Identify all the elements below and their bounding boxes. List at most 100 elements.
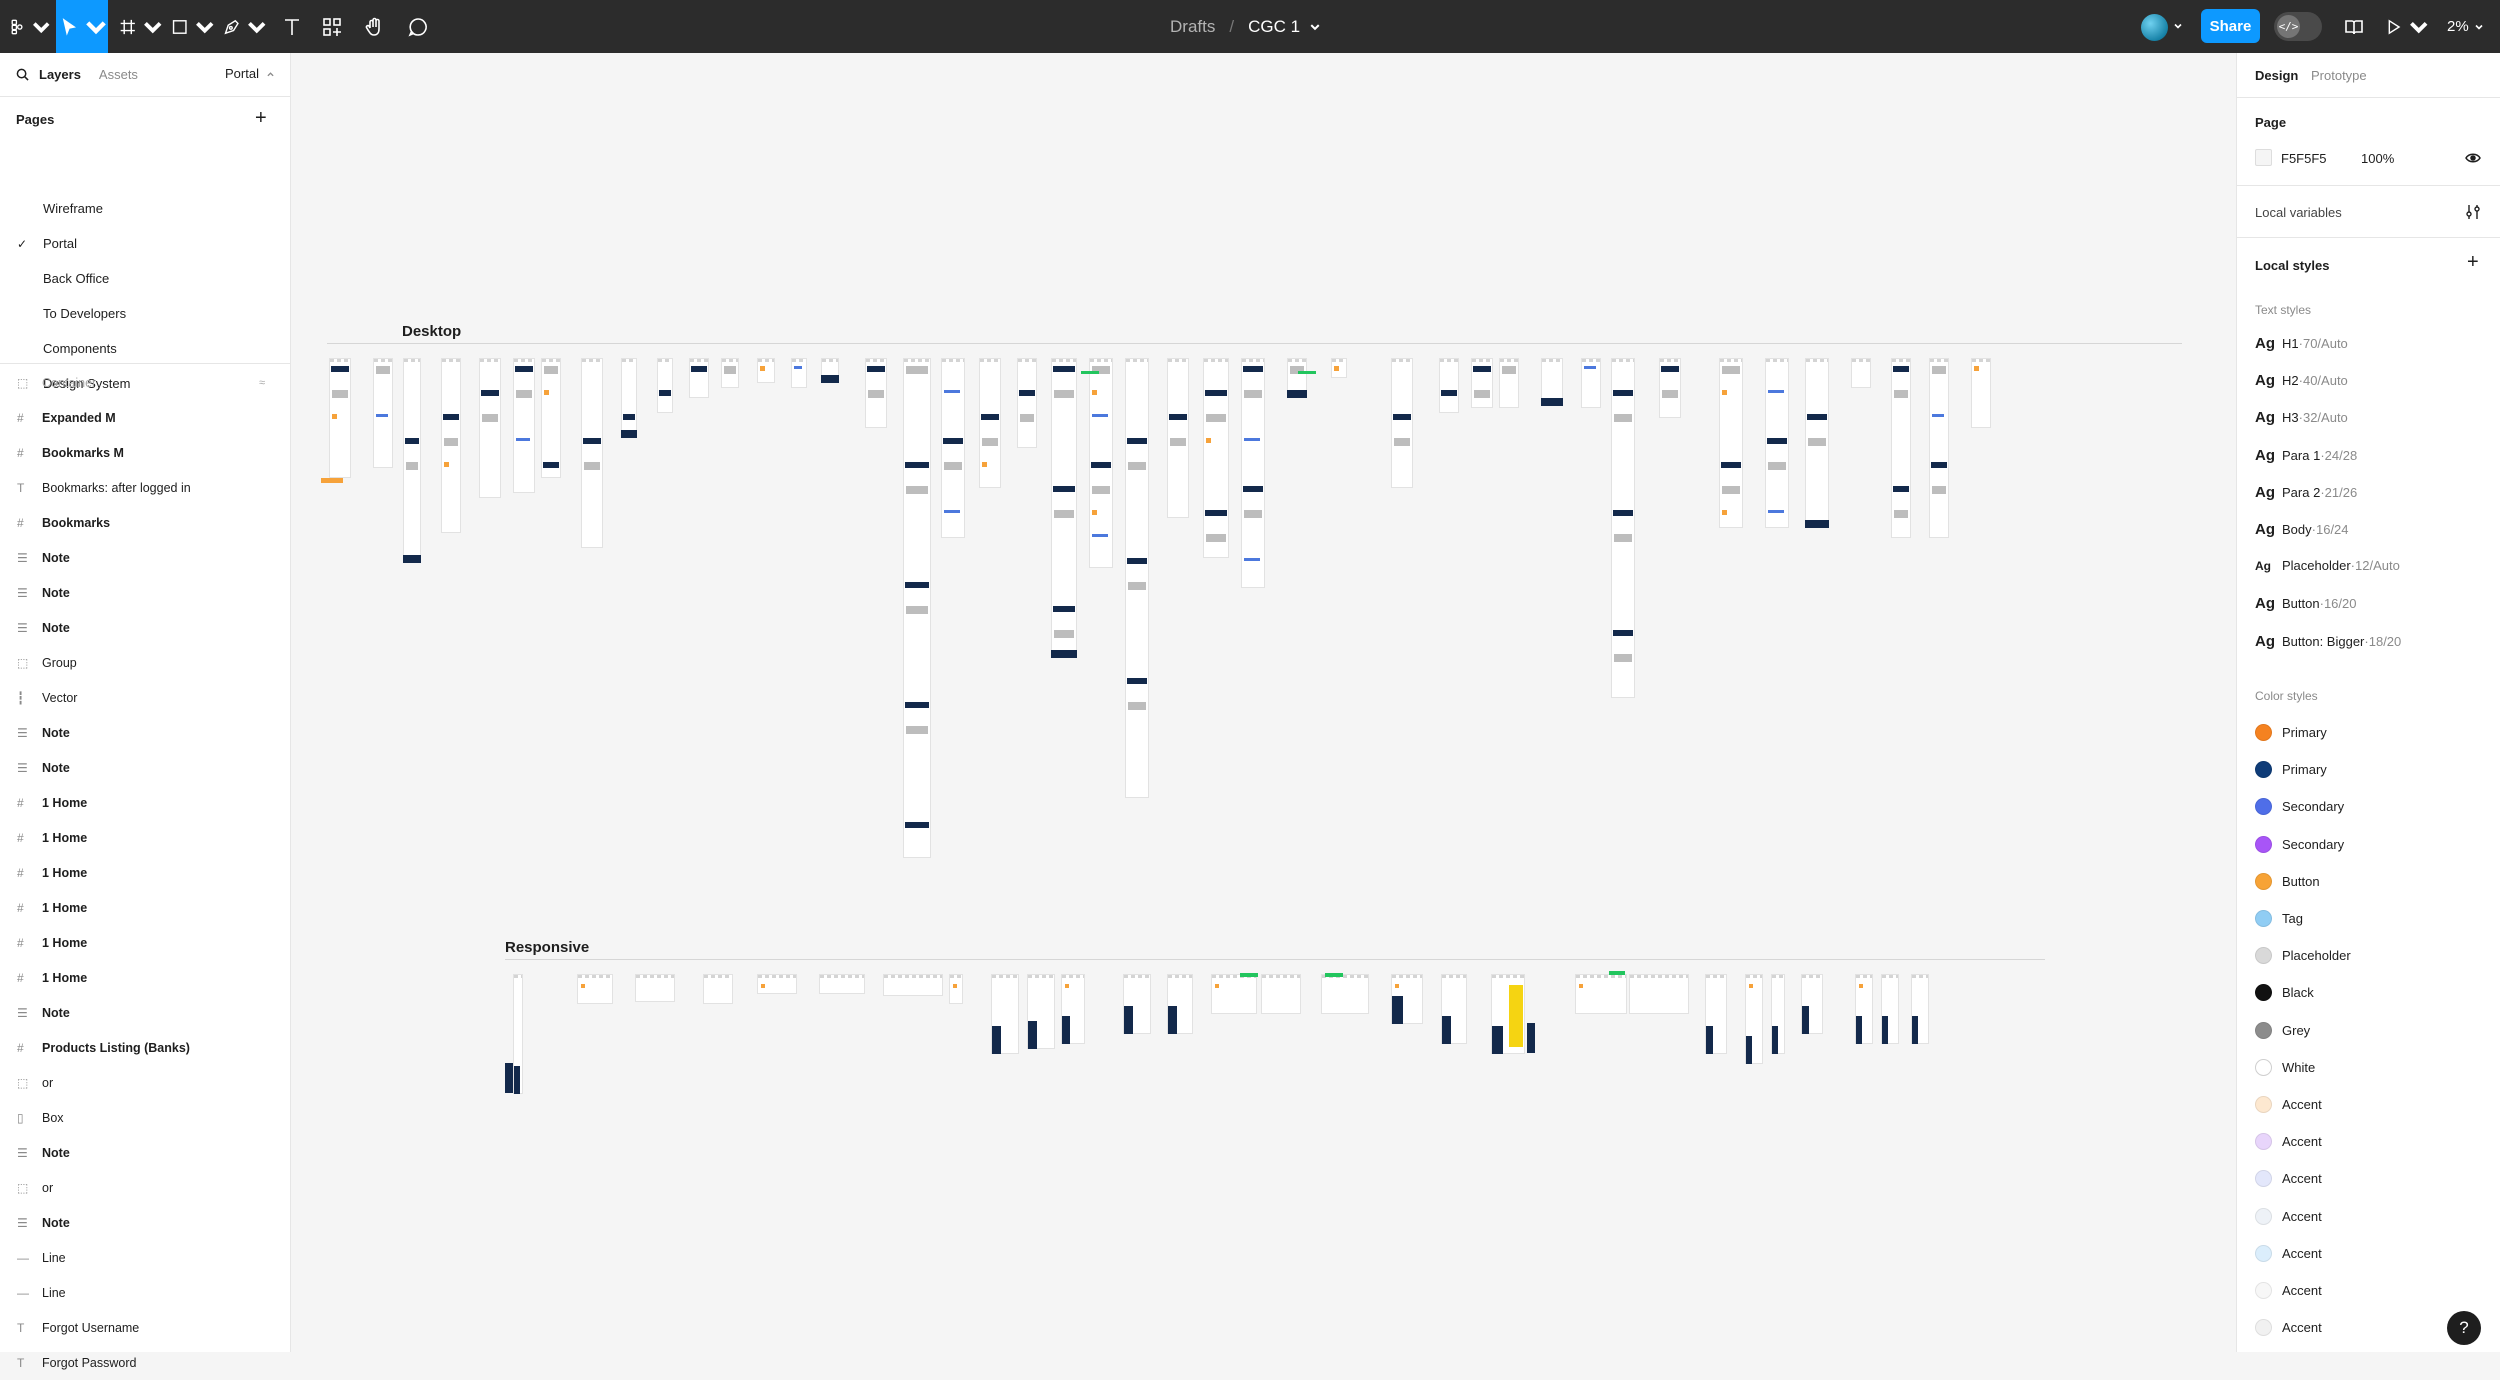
color-style-item[interactable]: Accent	[2255, 1133, 2322, 1151]
local-variables-label[interactable]: Local variables	[2255, 205, 2342, 220]
desktop-frame[interactable]	[1203, 358, 1229, 558]
color-style-item[interactable]: Secondary	[2255, 798, 2344, 816]
frame-tool-button[interactable]	[118, 0, 162, 53]
desktop-frame[interactable]	[1929, 358, 1949, 538]
layer-row[interactable]: # Bookmarks	[0, 505, 290, 540]
desktop-frame[interactable]	[941, 358, 965, 538]
color-style-item[interactable]: Button	[2255, 872, 2320, 890]
desktop-frame[interactable]	[1391, 358, 1413, 488]
page-item[interactable]: Design System	[43, 376, 131, 391]
color-style-item[interactable]: Accent	[2255, 1319, 2322, 1337]
desktop-frame[interactable]	[1891, 358, 1911, 538]
text-style-item[interactable]: Ag Para 2 · 21/26	[2255, 484, 2357, 501]
text-style-item[interactable]: Ag Para 1 · 24/28	[2255, 447, 2357, 464]
eye-icon[interactable]	[2465, 151, 2481, 165]
desktop-frame[interactable]	[1851, 358, 1871, 388]
responsive-frame[interactable]	[1629, 974, 1689, 1014]
text-style-item[interactable]: Ag H3 · 32/Auto	[2255, 409, 2348, 426]
layer-row[interactable]: #1 Home	[0, 925, 290, 960]
desktop-frame[interactable]	[1051, 358, 1077, 658]
page-item[interactable]: Components	[43, 341, 117, 356]
page-item[interactable]: Back Office	[43, 271, 110, 286]
layer-row[interactable]: ▯ Box	[0, 1100, 290, 1135]
desktop-frame[interactable]	[689, 358, 709, 398]
color-style-item[interactable]: Accent	[2255, 1244, 2322, 1262]
layer-row[interactable]: — Line	[0, 1275, 290, 1310]
file-name[interactable]: CGC 1	[1248, 16, 1301, 36]
desktop-frame[interactable]	[373, 358, 393, 468]
layer-row[interactable]: ⬚ Container ≈	[0, 365, 290, 400]
responsive-frame[interactable]	[577, 974, 613, 1004]
responsive-frame[interactable]	[1261, 974, 1301, 1014]
add-page-button[interactable]: +	[255, 108, 267, 128]
desktop-frame[interactable]	[1971, 358, 1991, 428]
move-tool-button[interactable]	[56, 0, 108, 53]
color-style-item[interactable]: Accent	[2255, 1096, 2322, 1113]
color-style-item[interactable]: Primary	[2255, 724, 2327, 741]
layer-row[interactable]: ☰ Note	[0, 715, 290, 750]
add-style-button[interactable]: +	[2467, 251, 2479, 274]
layer-row[interactable]: ☰ Note	[0, 1205, 290, 1240]
layer-row[interactable]: ☰ Note	[0, 610, 290, 645]
resources-button[interactable]	[314, 0, 350, 53]
responsive-frame[interactable]	[883, 974, 943, 996]
layer-row[interactable]: ┇ Vector	[0, 680, 290, 715]
page-color-value[interactable]: F5F5F5	[2281, 151, 2327, 166]
responsive-frame[interactable]	[1575, 974, 1627, 1014]
layer-row[interactable]: ☰ Note	[0, 1135, 290, 1170]
color-style-item[interactable]: Secondary	[2255, 835, 2344, 853]
layer-row[interactable]: #1 Home	[0, 820, 290, 855]
color-style-item[interactable]: Accent	[2255, 1207, 2322, 1225]
responsive-frame[interactable]	[819, 974, 865, 994]
text-style-item[interactable]: Ag H2 · 40/Auto	[2255, 372, 2348, 389]
search-icon[interactable]	[16, 68, 29, 81]
layer-row[interactable]: #1 Home	[0, 890, 290, 925]
desktop-frame[interactable]	[1719, 358, 1743, 528]
layer-row[interactable]: #1 Home	[0, 960, 290, 995]
zoom-menu[interactable]: 2%	[2447, 0, 2483, 53]
desktop-frame[interactable]	[757, 358, 775, 383]
page-opacity-value[interactable]: 100%	[2361, 151, 2395, 166]
hand-tool-button[interactable]	[356, 0, 392, 53]
color-style-item[interactable]: Accent	[2255, 1282, 2322, 1299]
color-style-item[interactable]: Primary	[2255, 761, 2327, 779]
color-style-item[interactable]: Grey	[2255, 1021, 2310, 1039]
layer-row[interactable]: T Forgot Password	[0, 1345, 290, 1380]
layer-row[interactable]: T Forgot Username	[0, 1310, 290, 1345]
text-style-item[interactable]: Ag H1 · 70/Auto	[2255, 335, 2348, 352]
comment-tool-button[interactable]	[400, 0, 436, 53]
layer-row[interactable]: # Products Listing (Banks)	[0, 1030, 290, 1065]
layer-row[interactable]: ☰ Note	[0, 540, 290, 575]
layer-row[interactable]: # Bookmarks M	[0, 435, 290, 470]
desktop-frame[interactable]	[1581, 358, 1601, 408]
page-item[interactable]: To Developers	[43, 306, 127, 321]
tab-layers[interactable]: Layers	[39, 67, 81, 82]
page-item[interactable]: Portal	[43, 236, 77, 251]
color-style-item[interactable]: Tag	[2255, 910, 2303, 927]
desktop-frame[interactable]	[541, 358, 561, 478]
layer-row[interactable]: ☰ Note	[0, 750, 290, 785]
responsive-frame[interactable]	[757, 974, 797, 994]
desktop-frame[interactable]	[1611, 358, 1635, 698]
layer-row[interactable]: #1 Home	[0, 855, 290, 890]
tab-assets[interactable]: Assets	[98, 67, 138, 82]
layer-row[interactable]: ☰ Note	[0, 995, 290, 1030]
desktop-frame[interactable]	[513, 358, 535, 493]
desktop-frame[interactable]	[1125, 358, 1149, 798]
layer-row[interactable]: ⬚ or	[0, 1170, 290, 1205]
color-style-item[interactable]: White	[2255, 1058, 2315, 1076]
desktop-frame[interactable]	[479, 358, 501, 498]
layer-row[interactable]: T Bookmarks: after logged in	[0, 470, 290, 505]
responsive-frame[interactable]	[635, 974, 675, 1002]
library-button[interactable]	[2338, 0, 2370, 53]
desktop-frame[interactable]	[581, 358, 603, 548]
desktop-frame[interactable]	[1439, 358, 1459, 413]
layer-row[interactable]: ⬚ Group	[0, 645, 290, 680]
desktop-frame[interactable]	[979, 358, 1001, 488]
pen-tool-button[interactable]	[222, 0, 266, 53]
layer-row[interactable]: # Expanded M	[0, 400, 290, 435]
desktop-frame[interactable]	[1331, 358, 1347, 378]
desktop-frame[interactable]	[657, 358, 673, 413]
color-style-item[interactable]: Black	[2255, 984, 2314, 1002]
layer-row[interactable]: ⬚ or	[0, 1065, 290, 1100]
